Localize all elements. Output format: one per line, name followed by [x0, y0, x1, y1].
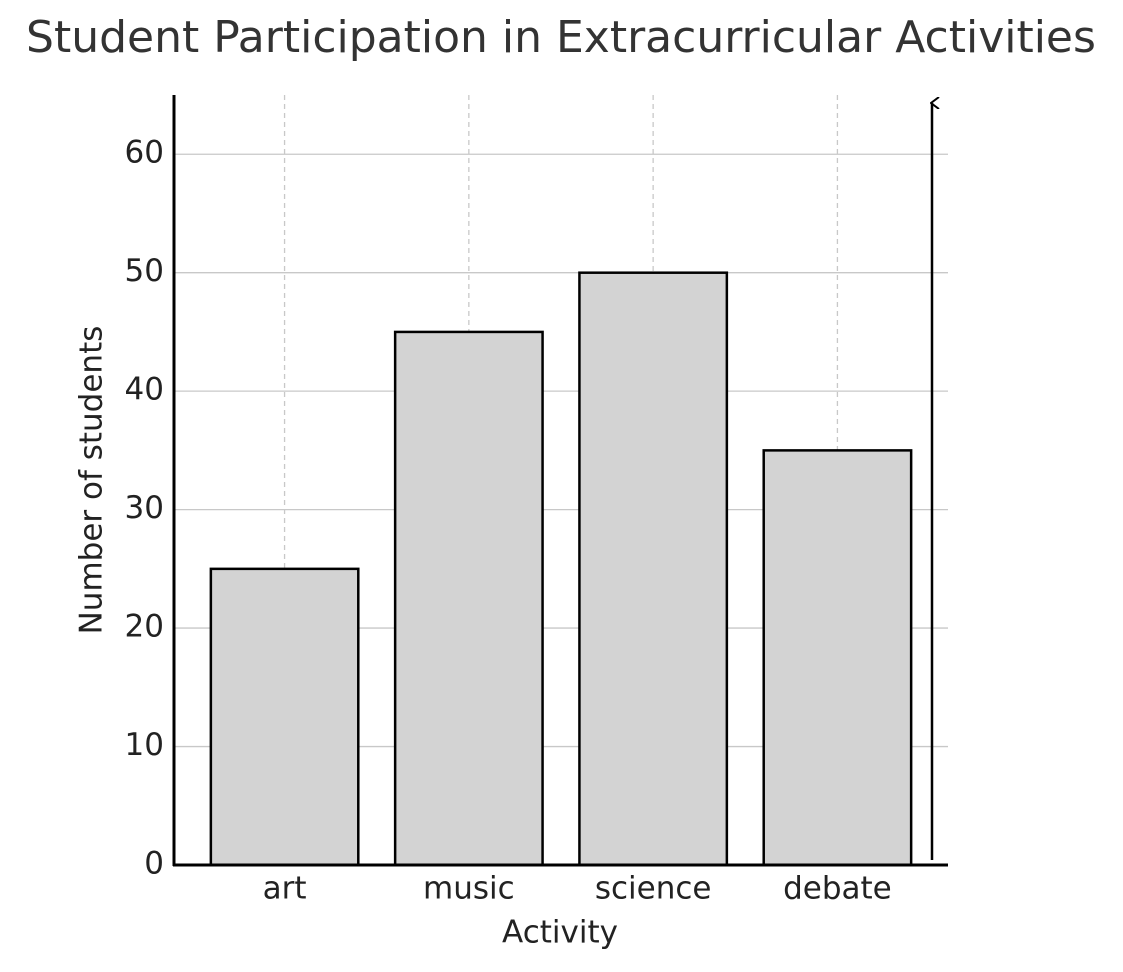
- x-axis-label: Activity: [502, 915, 618, 951]
- bar: [578, 271, 729, 867]
- y-tick-label: 20: [125, 609, 164, 645]
- x-tick-label: science: [595, 871, 712, 907]
- plot-area: 0 10 20 30 40 50 60 art music science debate: [125, 95, 948, 907]
- y-tick-label: 50: [125, 253, 164, 289]
- y-tick-label: 60: [125, 135, 164, 171]
- y-tick-label: 40: [125, 372, 164, 408]
- x-tick-label: art: [263, 871, 307, 907]
- bar: [209, 567, 360, 867]
- chart-title: Student Participation in Extracurricular…: [26, 12, 1096, 63]
- bar: [762, 449, 913, 867]
- x-tick-label: debate: [783, 871, 892, 907]
- x-tick-label: music: [423, 871, 515, 907]
- bar: [393, 330, 544, 867]
- y-tick-label: 0: [144, 846, 164, 882]
- y-tick-label: 30: [125, 490, 164, 526]
- y-axis-label: Number of students: [74, 326, 110, 635]
- y-tick-label: 10: [125, 727, 164, 763]
